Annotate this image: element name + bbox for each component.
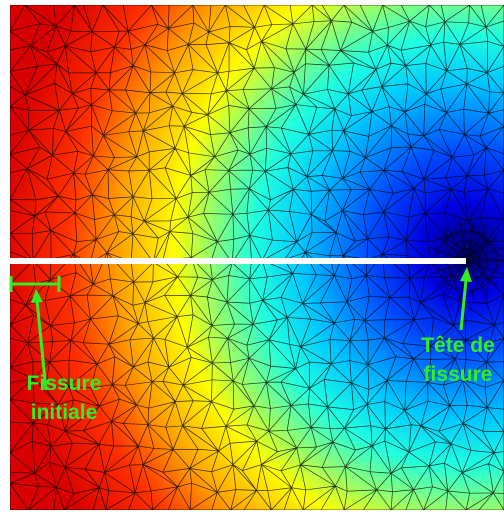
label-crack-tip-2: fissure — [424, 363, 493, 386]
label-crack-initial-1: Fissure — [27, 372, 102, 395]
label-crack-initial-2: initiale — [31, 401, 98, 424]
figure: Fissure initiale Tête de fissure — [0, 0, 504, 516]
field — [10, 5, 504, 510]
crack — [0, 258, 466, 264]
label-crack-tip-1: Tête de — [421, 334, 495, 357]
